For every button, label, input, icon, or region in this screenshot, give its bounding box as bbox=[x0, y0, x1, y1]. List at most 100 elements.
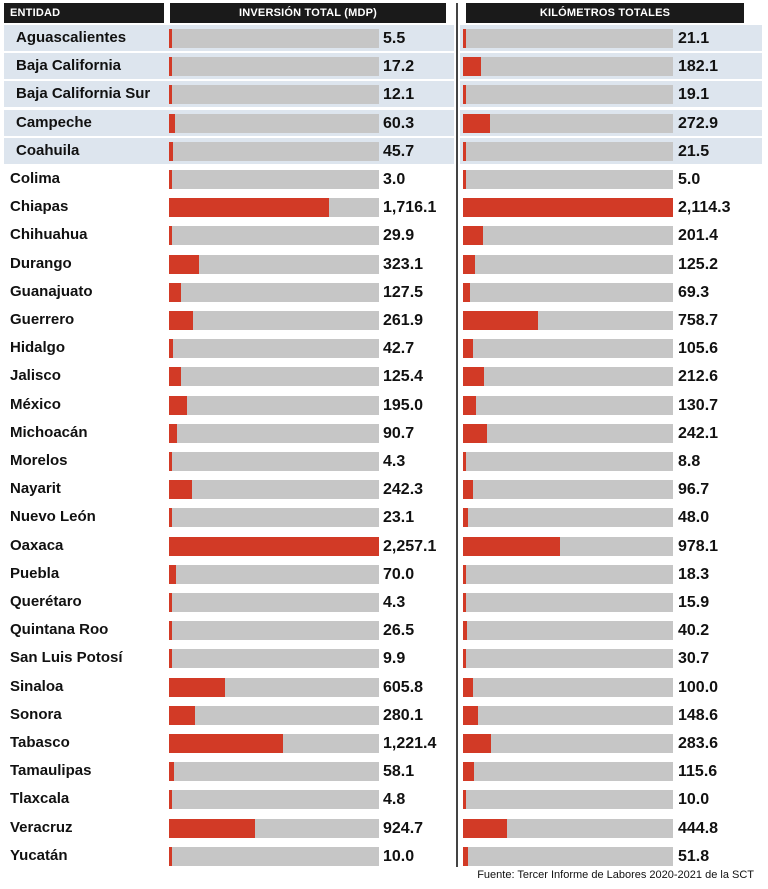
kilometers-value-label: 212.6 bbox=[678, 368, 719, 386]
investment-value-label: 1,221.4 bbox=[383, 735, 437, 752]
entity-name: Morelos bbox=[10, 452, 68, 469]
kilometers-bar bbox=[463, 198, 673, 218]
investment-bar-track bbox=[169, 423, 379, 443]
table-row: Morelos 4.3 8.8 bbox=[0, 447, 768, 475]
table-row: Tlaxcala 4.8 10.0 bbox=[0, 785, 768, 813]
entity-name: Chiapas bbox=[10, 198, 69, 216]
table-row: Guerrero 261.9 758.7 bbox=[0, 306, 768, 334]
kilometers-value-label: 125.2 bbox=[678, 255, 719, 273]
source-note: Fuente: Tercer Informe de Labores 2020-2… bbox=[477, 869, 754, 881]
investment-value-label: 90.7 bbox=[383, 424, 415, 442]
investment-value-label: 280.1 bbox=[383, 706, 424, 724]
kilometers-bar-track bbox=[463, 649, 673, 669]
kilometers-bar-track bbox=[463, 705, 673, 725]
kilometers-value-label: 283.6 bbox=[678, 735, 719, 752]
investment-value-label: 23.1 bbox=[383, 509, 415, 527]
kilometers-bar-track bbox=[463, 367, 673, 387]
investment-value-label: 45.7 bbox=[383, 142, 415, 160]
kilometers-bar bbox=[463, 170, 466, 189]
kilometers-value-label: 21.5 bbox=[678, 142, 710, 160]
investment-bar-track bbox=[169, 339, 379, 359]
kilometers-bar bbox=[463, 621, 467, 641]
table-row: Sinaloa 605.8 100.0 bbox=[0, 673, 768, 701]
kilometers-bar-track bbox=[463, 621, 673, 641]
kilometers-bar-track bbox=[463, 508, 673, 528]
investment-value-label: 924.7 bbox=[383, 819, 424, 837]
table-row: Yucatán 10.0 51.8 bbox=[0, 842, 768, 870]
investment-value-label: 58.1 bbox=[383, 763, 415, 781]
kilometers-value-label: 21.1 bbox=[678, 30, 710, 47]
kilometers-value-label: 130.7 bbox=[678, 396, 719, 414]
kilometers-bar-track bbox=[463, 452, 673, 471]
investment-bar-track bbox=[169, 452, 379, 471]
kilometers-bar-track bbox=[463, 846, 673, 866]
entity-name: Nuevo León bbox=[10, 508, 96, 526]
kilometers-value-label: 148.6 bbox=[678, 706, 719, 724]
kilometers-bar-track bbox=[463, 564, 673, 584]
investment-value-label: 60.3 bbox=[383, 114, 415, 132]
investment-value-label: 29.9 bbox=[383, 227, 415, 245]
table-row: Durango 323.1 125.2 bbox=[0, 250, 768, 278]
kilometers-bar-track bbox=[463, 480, 673, 500]
investment-bar-track bbox=[169, 170, 379, 189]
investment-bar-track bbox=[169, 734, 379, 753]
table-row: Nuevo León 23.1 48.0 bbox=[0, 503, 768, 531]
entity-name: Tabasco bbox=[10, 734, 70, 751]
table-row: Jalisco 125.4 212.6 bbox=[0, 362, 768, 390]
investment-bar-track bbox=[169, 395, 379, 415]
investment-bar-track bbox=[169, 254, 379, 274]
investment-value-label: 4.3 bbox=[383, 453, 406, 470]
table-row: Baja California Sur 12.1 19.1 bbox=[0, 80, 768, 108]
table-row: San Luis Potosí 9.9 30.7 bbox=[0, 644, 768, 672]
entity-name: Coahuila bbox=[16, 141, 80, 159]
entity-name: San Luis Potosí bbox=[10, 649, 123, 667]
kilometers-value-label: 115.6 bbox=[678, 763, 718, 781]
investment-value-label: 125.4 bbox=[383, 368, 424, 386]
kilometers-bar-track bbox=[463, 339, 673, 359]
table-row: Chihuahua 29.9 201.4 bbox=[0, 221, 768, 249]
entity-name: Campeche bbox=[16, 113, 92, 131]
entity-name: Querétaro bbox=[10, 593, 82, 610]
investment-bar-track bbox=[169, 593, 379, 612]
kilometers-value-label: 96.7 bbox=[678, 481, 710, 499]
kilometers-bar-track bbox=[463, 198, 673, 218]
kilometers-bar-track bbox=[463, 536, 673, 556]
entity-name: Guerrero bbox=[10, 311, 75, 328]
kilometers-value-label: 105.6 bbox=[678, 340, 719, 358]
kilometers-column-header: KILÓMETROS TOTALES bbox=[466, 3, 744, 23]
kilometers-bar-track bbox=[463, 29, 673, 48]
table-row: Coahuila 45.7 21.5 bbox=[0, 137, 768, 165]
investment-bar bbox=[169, 762, 175, 782]
table-row: Sonora 280.1 148.6 bbox=[0, 701, 768, 729]
kilometers-value-label: 2,114.3 bbox=[678, 199, 731, 217]
kilometers-bar-track bbox=[463, 85, 673, 105]
kilometers-bar bbox=[463, 339, 474, 359]
kilometers-value-label: 272.9 bbox=[678, 114, 719, 132]
investment-bar bbox=[169, 29, 172, 48]
kilometers-bar bbox=[463, 311, 539, 330]
kilometers-value-label: 15.9 bbox=[678, 594, 710, 611]
entity-name: Puebla bbox=[10, 564, 60, 582]
kilometers-bar bbox=[463, 677, 473, 697]
investment-value-label: 605.8 bbox=[383, 678, 424, 696]
kilometers-bar-track bbox=[463, 395, 673, 415]
kilometers-value-label: 201.4 bbox=[678, 227, 719, 245]
kilometers-bar bbox=[463, 818, 508, 838]
investment-bar-track bbox=[169, 564, 379, 584]
investment-value-label: 10.0 bbox=[383, 847, 415, 865]
table-row: Oaxaca 2,257.1 978.1 bbox=[0, 532, 768, 560]
investment-bar bbox=[169, 564, 176, 584]
kilometers-bar bbox=[463, 480, 473, 500]
investment-value-label: 70.0 bbox=[383, 565, 415, 583]
investment-value-label: 26.5 bbox=[383, 622, 415, 640]
kilometers-value-label: 18.3 bbox=[678, 565, 710, 583]
investment-bar-track bbox=[169, 536, 379, 556]
investment-bar-track bbox=[169, 282, 379, 302]
investment-bar bbox=[169, 480, 192, 500]
kilometers-bar-track bbox=[463, 254, 673, 274]
table-row: Michoacán 90.7 242.1 bbox=[0, 419, 768, 447]
investment-value-label: 4.8 bbox=[383, 791, 406, 809]
kilometers-bar bbox=[463, 762, 475, 782]
kilometers-bar-track bbox=[463, 226, 673, 246]
kilometers-value-label: 182.1 bbox=[678, 58, 719, 76]
